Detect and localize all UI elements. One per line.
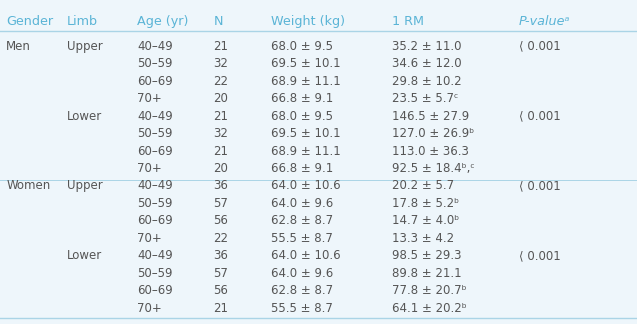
Text: 77.8 ± 20.7ᵇ: 77.8 ± 20.7ᵇ <box>392 284 466 297</box>
Text: 32: 32 <box>213 127 228 140</box>
Text: Lower: Lower <box>67 110 102 122</box>
Text: 40–49: 40–49 <box>137 249 173 262</box>
Text: 20: 20 <box>213 92 228 105</box>
Text: 22: 22 <box>213 75 229 87</box>
Text: 21: 21 <box>213 40 229 52</box>
Text: Gender: Gender <box>6 15 54 28</box>
Text: 36: 36 <box>213 249 228 262</box>
Text: 57: 57 <box>213 197 228 210</box>
Text: 60–69: 60–69 <box>137 145 173 157</box>
Text: N: N <box>213 15 223 28</box>
Text: 92.5 ± 18.4ᵇ,ᶜ: 92.5 ± 18.4ᵇ,ᶜ <box>392 162 475 175</box>
Text: Upper: Upper <box>67 40 103 52</box>
Text: 98.5 ± 29.3: 98.5 ± 29.3 <box>392 249 461 262</box>
Text: 60–69: 60–69 <box>137 75 173 87</box>
Text: 21: 21 <box>213 302 229 315</box>
Text: 60–69: 60–69 <box>137 284 173 297</box>
Text: 68.9 ± 11.1: 68.9 ± 11.1 <box>271 75 340 87</box>
Text: Upper: Upper <box>67 179 103 192</box>
Text: 50–59: 50–59 <box>137 197 173 210</box>
Text: 56: 56 <box>213 214 228 227</box>
Text: 57: 57 <box>213 267 228 280</box>
Text: 36: 36 <box>213 179 228 192</box>
Text: 68.9 ± 11.1: 68.9 ± 11.1 <box>271 145 340 157</box>
Text: 64.1 ± 20.2ᵇ: 64.1 ± 20.2ᵇ <box>392 302 466 315</box>
Text: 64.0 ± 9.6: 64.0 ± 9.6 <box>271 197 333 210</box>
Text: 56: 56 <box>213 284 228 297</box>
Text: 20.2 ± 5.7: 20.2 ± 5.7 <box>392 179 454 192</box>
Text: 70+: 70+ <box>137 232 162 245</box>
Text: 21: 21 <box>213 145 229 157</box>
Text: 68.0 ± 9.5: 68.0 ± 9.5 <box>271 40 333 52</box>
Text: 70+: 70+ <box>137 302 162 315</box>
Text: 68.0 ± 9.5: 68.0 ± 9.5 <box>271 110 333 122</box>
Text: 64.0 ± 9.6: 64.0 ± 9.6 <box>271 267 333 280</box>
Text: Age (yr): Age (yr) <box>137 15 189 28</box>
Text: 35.2 ± 11.0: 35.2 ± 11.0 <box>392 40 461 52</box>
Text: 1 RM: 1 RM <box>392 15 424 28</box>
Text: 60–69: 60–69 <box>137 214 173 227</box>
Text: 89.8 ± 21.1: 89.8 ± 21.1 <box>392 267 461 280</box>
Text: 34.6 ± 12.0: 34.6 ± 12.0 <box>392 57 461 70</box>
Text: 17.8 ± 5.2ᵇ: 17.8 ± 5.2ᵇ <box>392 197 459 210</box>
Text: 62.8 ± 8.7: 62.8 ± 8.7 <box>271 214 333 227</box>
Text: ⟨ 0.001: ⟨ 0.001 <box>519 249 561 262</box>
Text: 66.8 ± 9.1: 66.8 ± 9.1 <box>271 92 333 105</box>
Text: 13.3 ± 4.2: 13.3 ± 4.2 <box>392 232 454 245</box>
Text: 69.5 ± 10.1: 69.5 ± 10.1 <box>271 57 340 70</box>
Text: 21: 21 <box>213 110 229 122</box>
Text: 62.8 ± 8.7: 62.8 ± 8.7 <box>271 284 333 297</box>
Text: 55.5 ± 8.7: 55.5 ± 8.7 <box>271 302 333 315</box>
Text: 70+: 70+ <box>137 162 162 175</box>
Text: Weight (kg): Weight (kg) <box>271 15 345 28</box>
Text: Limb: Limb <box>67 15 98 28</box>
Text: 40–49: 40–49 <box>137 40 173 52</box>
Text: 40–49: 40–49 <box>137 110 173 122</box>
Text: 127.0 ± 26.9ᵇ: 127.0 ± 26.9ᵇ <box>392 127 474 140</box>
Text: 69.5 ± 10.1: 69.5 ± 10.1 <box>271 127 340 140</box>
Text: 64.0 ± 10.6: 64.0 ± 10.6 <box>271 179 340 192</box>
Text: 64.0 ± 10.6: 64.0 ± 10.6 <box>271 249 340 262</box>
Text: 29.8 ± 10.2: 29.8 ± 10.2 <box>392 75 461 87</box>
Text: ⟨ 0.001: ⟨ 0.001 <box>519 40 561 52</box>
Text: 40–49: 40–49 <box>137 179 173 192</box>
Text: ⟨ 0.001: ⟨ 0.001 <box>519 179 561 192</box>
Text: Lower: Lower <box>67 249 102 262</box>
Text: 66.8 ± 9.1: 66.8 ± 9.1 <box>271 162 333 175</box>
Text: 70+: 70+ <box>137 92 162 105</box>
Text: 14.7 ± 4.0ᵇ: 14.7 ± 4.0ᵇ <box>392 214 459 227</box>
Text: 22: 22 <box>213 232 229 245</box>
Text: 20: 20 <box>213 162 228 175</box>
Text: Women: Women <box>6 179 50 192</box>
Text: ⟨ 0.001: ⟨ 0.001 <box>519 110 561 122</box>
Text: 50–59: 50–59 <box>137 57 173 70</box>
Text: 113.0 ± 36.3: 113.0 ± 36.3 <box>392 145 469 157</box>
Text: 50–59: 50–59 <box>137 127 173 140</box>
Text: 23.5 ± 5.7ᶜ: 23.5 ± 5.7ᶜ <box>392 92 458 105</box>
Text: P-valueᵃ: P-valueᵃ <box>519 15 571 28</box>
Text: 50–59: 50–59 <box>137 267 173 280</box>
Text: 55.5 ± 8.7: 55.5 ± 8.7 <box>271 232 333 245</box>
Text: Men: Men <box>6 40 31 52</box>
Text: 32: 32 <box>213 57 228 70</box>
Text: 146.5 ± 27.9: 146.5 ± 27.9 <box>392 110 469 122</box>
